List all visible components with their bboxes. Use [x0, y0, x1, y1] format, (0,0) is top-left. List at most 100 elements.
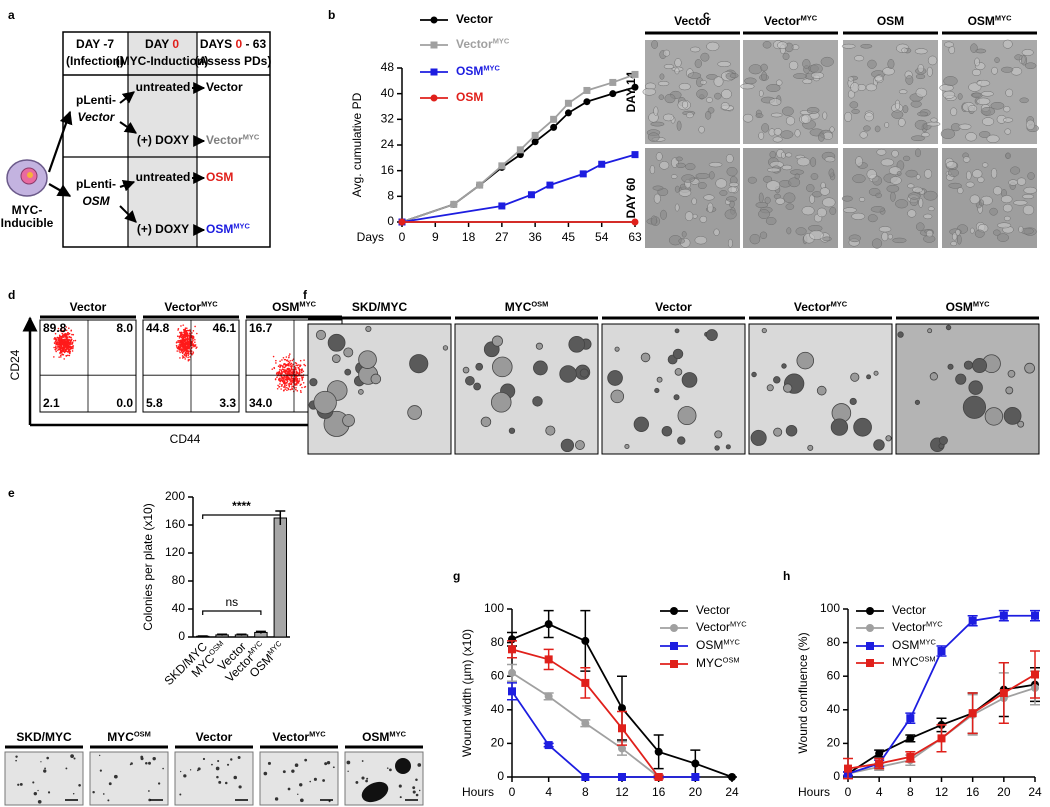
event-dot — [60, 340, 62, 343]
cell-texture — [663, 49, 671, 57]
cell-texture — [762, 41, 772, 49]
event-dot — [280, 378, 283, 380]
event-dot — [277, 365, 280, 367]
event-dot — [187, 341, 189, 344]
event-dot — [290, 371, 293, 374]
event-dot — [55, 350, 57, 353]
marker — [1031, 670, 1039, 679]
cell-texture — [650, 215, 657, 226]
event-dot — [288, 361, 291, 364]
sphere — [929, 372, 938, 381]
cell-texture — [727, 186, 738, 193]
marker — [531, 131, 539, 139]
colony — [92, 790, 95, 794]
event-dot — [192, 352, 194, 355]
sphere — [633, 416, 649, 432]
cell-texture — [902, 155, 911, 162]
cell-texture — [880, 158, 895, 167]
cell-texture — [926, 230, 934, 238]
event-dot — [68, 335, 71, 338]
event-dot — [275, 372, 278, 375]
event-dot — [192, 351, 195, 354]
sphere — [313, 390, 337, 415]
header-run: 0 — [172, 37, 179, 51]
sphere — [962, 395, 987, 419]
cell-texture — [990, 101, 1005, 110]
event-dot — [70, 336, 72, 339]
event-dot — [279, 366, 281, 369]
cell-texture — [974, 57, 980, 67]
cell-texture — [727, 238, 733, 248]
event-dot — [185, 356, 187, 358]
cell-texture — [867, 59, 877, 69]
event-dot — [187, 351, 190, 353]
event-dot — [299, 364, 302, 367]
colony-label: Vector — [196, 730, 233, 744]
cell-texture — [979, 199, 985, 207]
header-sub: (Infection) — [66, 54, 124, 68]
sphere — [766, 384, 774, 392]
legend-marker — [670, 624, 678, 632]
event-dot — [178, 350, 180, 352]
cell-texture — [976, 97, 991, 105]
significance-label: **** — [232, 499, 251, 513]
colony — [324, 762, 328, 766]
event-dot — [196, 332, 198, 335]
event-dot — [59, 351, 61, 354]
colony — [237, 756, 241, 759]
event-dot — [188, 337, 190, 340]
colony-image — [89, 751, 169, 806]
cell-texture — [698, 125, 705, 134]
error-bar — [236, 633, 247, 636]
cell-texture — [910, 100, 922, 108]
marker — [618, 744, 626, 753]
cell-texture — [898, 89, 908, 95]
column-label: OSMMYC — [968, 13, 1013, 28]
cell-texture — [916, 222, 925, 232]
sphere — [945, 324, 952, 331]
marker — [906, 714, 915, 723]
sphere — [955, 373, 967, 385]
event-dot — [193, 345, 195, 348]
cell-texture — [1002, 39, 1013, 49]
event-dot — [281, 368, 284, 370]
event-dot — [55, 338, 57, 341]
cell-texture — [965, 132, 977, 142]
cell-texture — [990, 168, 998, 179]
marker — [631, 70, 639, 78]
treatment: untreated — [136, 80, 191, 94]
colony — [183, 774, 187, 778]
event-dot — [64, 349, 67, 352]
event-dot — [60, 351, 63, 354]
arrow — [47, 110, 73, 173]
x-tick-label: 36 — [528, 230, 542, 244]
column-label: OSM — [877, 14, 904, 28]
cell-texture — [848, 234, 861, 243]
cell-texture — [715, 178, 728, 189]
cell-texture — [822, 111, 828, 120]
event-dot — [281, 379, 284, 382]
cell-label: Inducible — [1, 216, 54, 230]
colony — [347, 770, 349, 772]
y-tick-label: 100 — [484, 601, 504, 615]
event-dot — [65, 341, 68, 343]
row-label: DAY 14 — [624, 71, 638, 112]
event-dot — [276, 376, 278, 379]
colony — [263, 771, 268, 776]
cell-texture — [952, 232, 958, 241]
cell-texture — [981, 91, 994, 97]
cell-texture — [681, 100, 689, 109]
marker — [618, 724, 626, 733]
cell-texture — [765, 217, 777, 226]
sphere — [807, 444, 814, 451]
event-dot — [61, 346, 64, 349]
event-dot — [279, 380, 282, 383]
colony — [73, 757, 76, 760]
colony — [412, 790, 416, 794]
event-dot — [295, 388, 297, 391]
marker — [618, 773, 626, 781]
y-tick-label: 48 — [381, 60, 395, 74]
sphere — [532, 396, 543, 407]
micrograph — [743, 40, 838, 144]
